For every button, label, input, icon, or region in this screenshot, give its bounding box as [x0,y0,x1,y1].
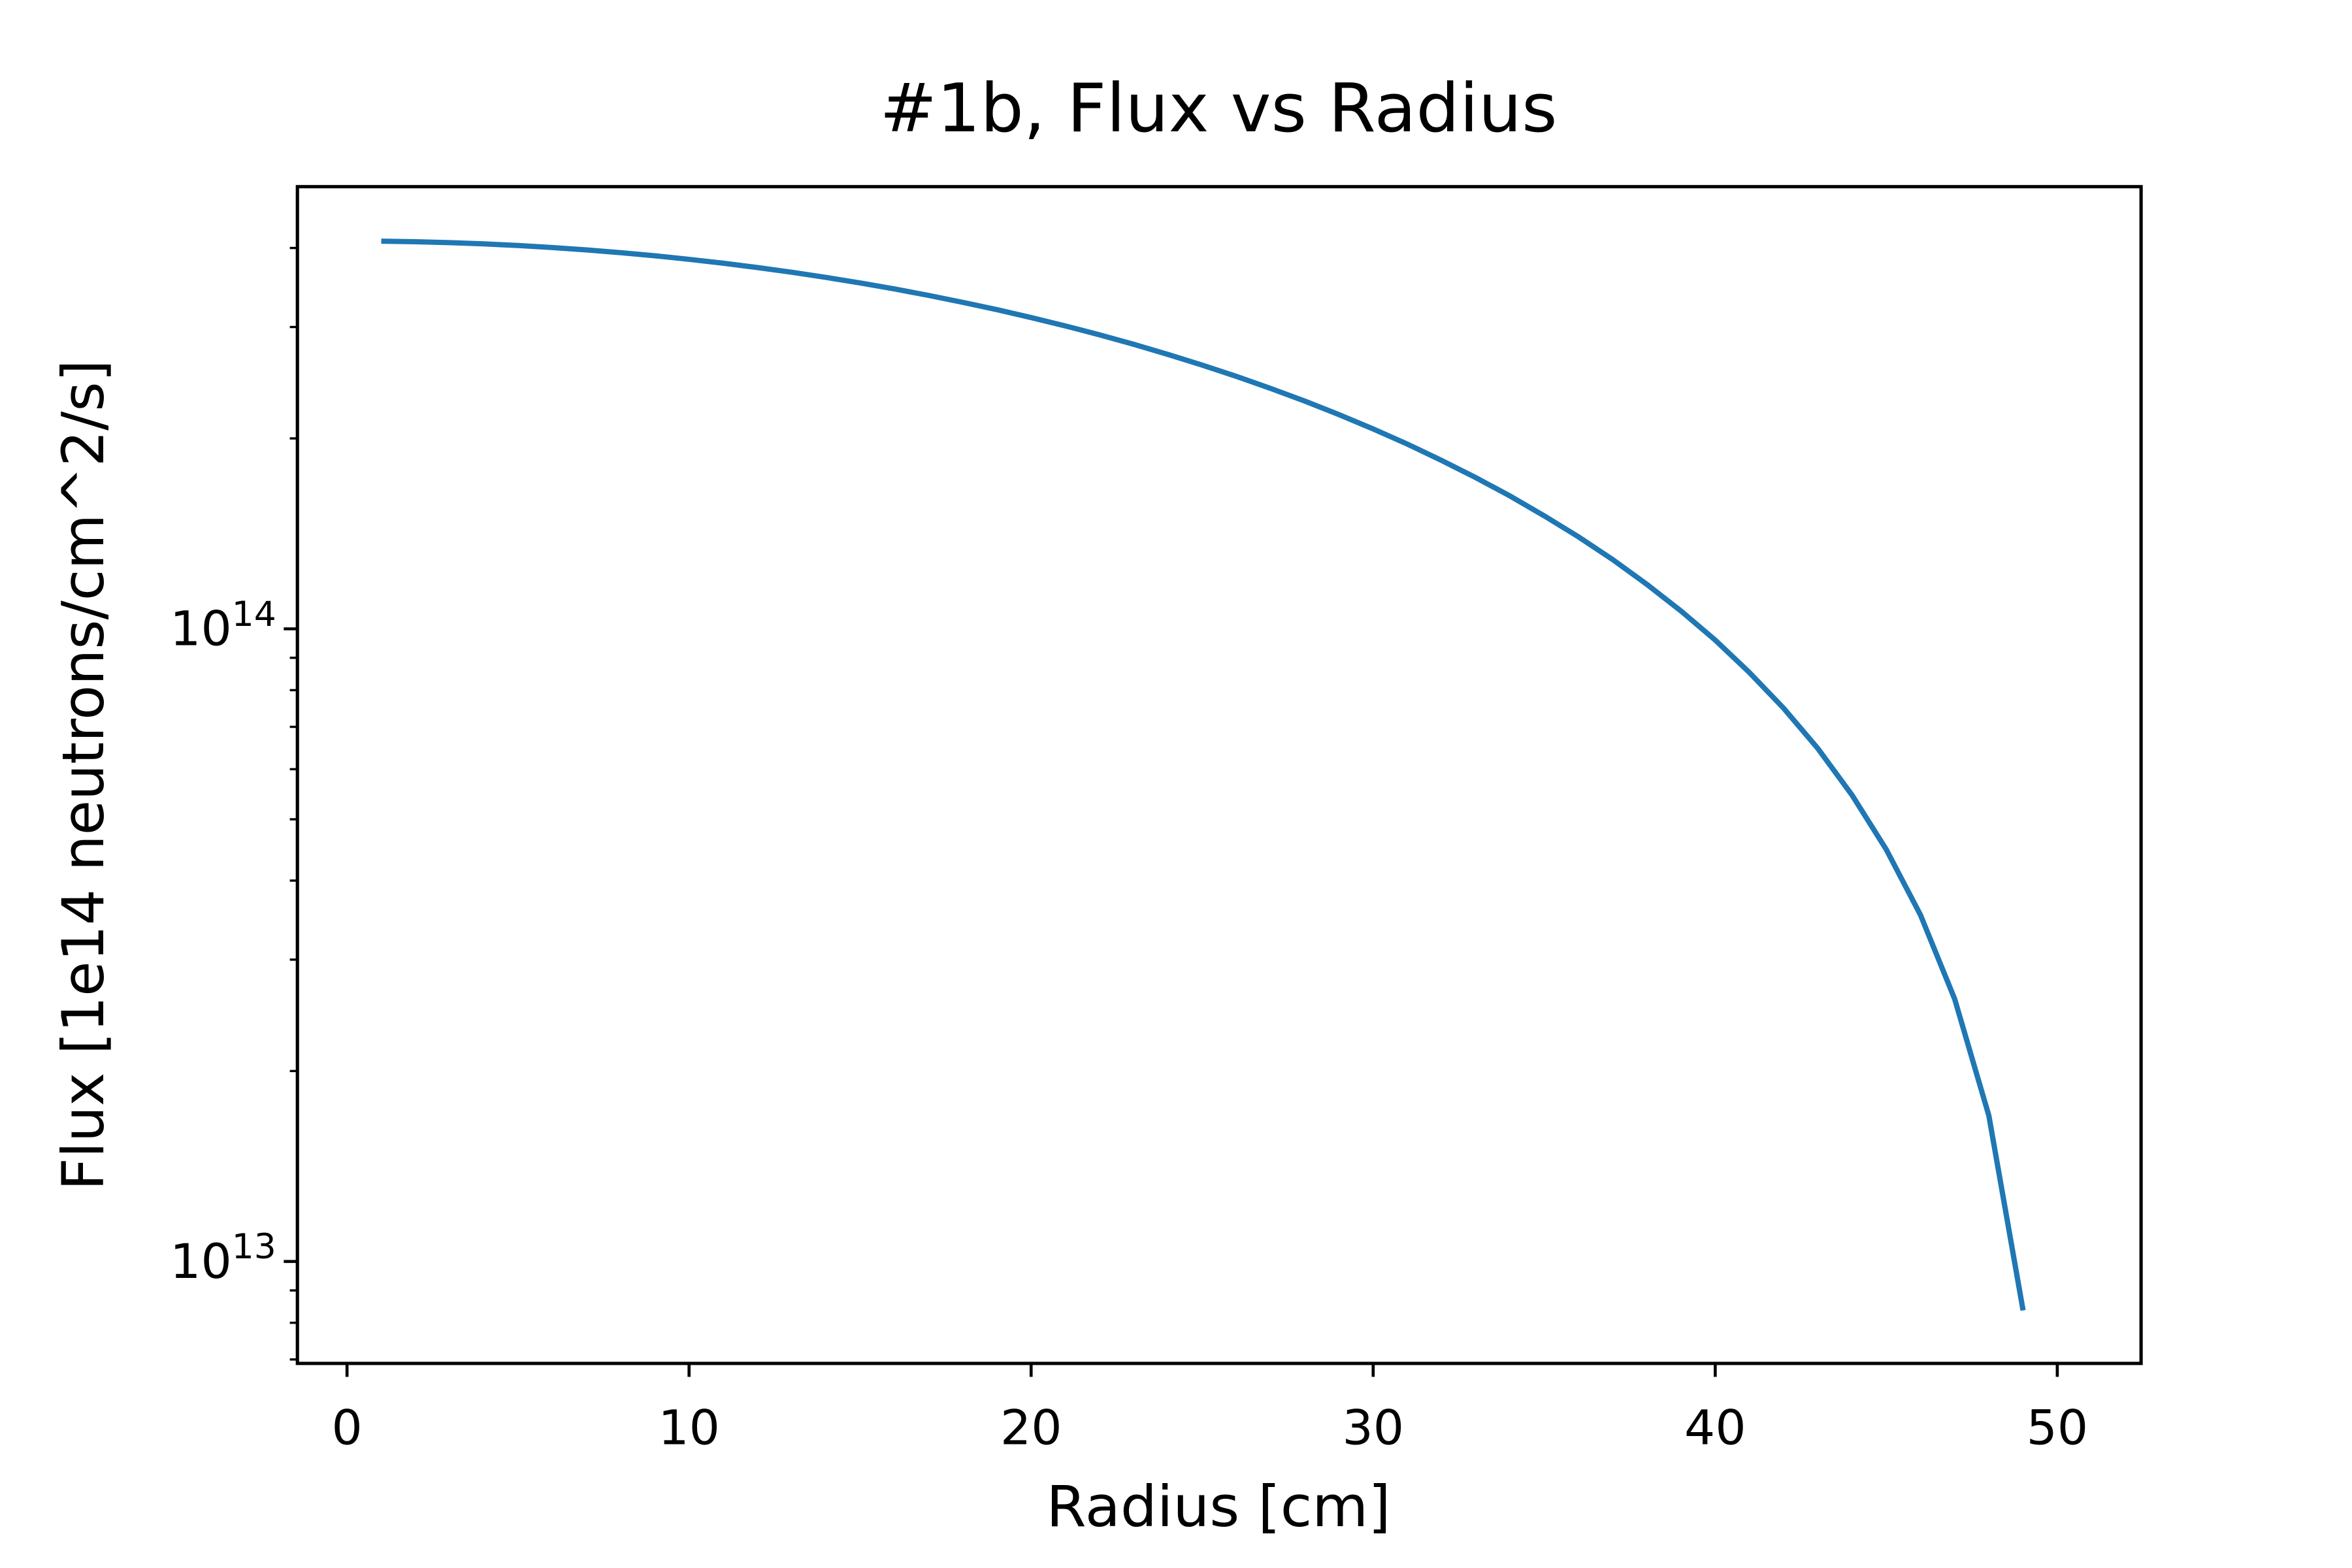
plot-frame [295,185,2143,1365]
y-tick-label: 1013 [170,1228,276,1290]
x-axis-label: Radius [cm] [1046,1474,1390,1540]
y-axis-label: Flux [1e14 neutrons/cm^2/s] [50,359,117,1190]
data-line [381,238,2026,1311]
x-tick-label: 50 [2027,1401,2089,1456]
y-tick-label: 1014 [170,595,276,657]
x-tick-label: 40 [1684,1401,1746,1456]
chart-title: #1b, Flux vs Radius [879,70,1557,148]
x-tick-label: 30 [1343,1401,1405,1456]
x-tick-label: 10 [658,1401,720,1456]
x-tick-label: 0 [332,1401,363,1456]
x-tick-label: 20 [1000,1401,1062,1456]
